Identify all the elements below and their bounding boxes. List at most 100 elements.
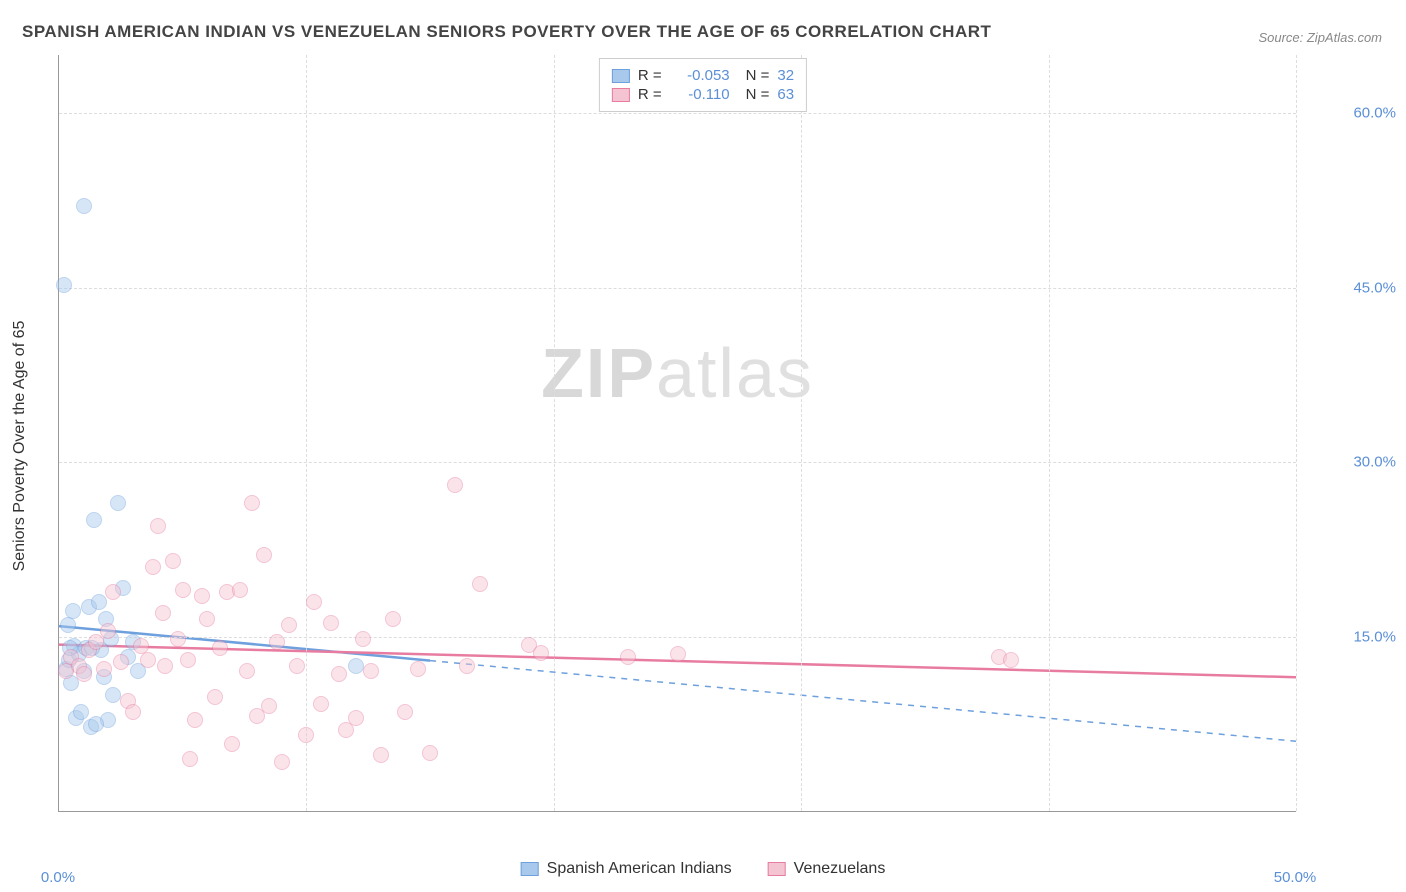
legend-item: Spanish American Indians [521, 860, 732, 878]
legend-r-value: -0.110 [670, 86, 730, 103]
data-point [88, 634, 104, 650]
data-point [86, 512, 102, 528]
data-point [105, 687, 121, 703]
legend-label: Spanish American Indians [547, 860, 732, 878]
data-point [447, 477, 463, 493]
data-point [533, 645, 549, 661]
data-point [298, 727, 314, 743]
data-point [157, 658, 173, 674]
data-point [65, 603, 81, 619]
legend-r-label: R = [638, 86, 662, 103]
legend-row: R = -0.110 N = 63 [612, 86, 794, 103]
data-point [472, 576, 488, 592]
data-point [187, 712, 203, 728]
data-point [256, 547, 272, 563]
data-point [397, 704, 413, 720]
y-tick-label: 30.0% [1353, 454, 1396, 471]
legend-swatch [768, 862, 786, 876]
data-point [182, 751, 198, 767]
data-point [459, 658, 475, 674]
data-point [150, 518, 166, 534]
data-point [110, 495, 126, 511]
data-point [60, 617, 76, 633]
data-point [199, 611, 215, 627]
grid-line-h [59, 288, 1296, 289]
data-point [289, 658, 305, 674]
grid-line-v [1296, 55, 1297, 811]
data-point [620, 649, 636, 665]
grid-line-v [1049, 55, 1050, 811]
data-point [224, 736, 240, 752]
grid-line-v [801, 55, 802, 811]
data-point [1003, 652, 1019, 668]
data-point [145, 559, 161, 575]
data-point [140, 652, 156, 668]
data-point [410, 661, 426, 677]
grid-line-h [59, 113, 1296, 114]
data-point [348, 710, 364, 726]
legend-r-label: R = [638, 67, 662, 84]
data-point [125, 704, 141, 720]
data-point [422, 745, 438, 761]
data-point [385, 611, 401, 627]
grid-line-h [59, 637, 1296, 638]
legend-r-value: -0.053 [670, 67, 730, 84]
trend-lines [59, 55, 1296, 811]
data-point [207, 689, 223, 705]
data-point [239, 663, 255, 679]
data-point [165, 553, 181, 569]
data-point [306, 594, 322, 610]
plot-area: ZIPatlas [58, 55, 1296, 812]
legend-label: Venezuelans [794, 860, 886, 878]
grid-line-v [554, 55, 555, 811]
data-point [274, 754, 290, 770]
data-point [331, 666, 347, 682]
data-point [180, 652, 196, 668]
legend-n-value: 63 [777, 86, 794, 103]
data-point [244, 495, 260, 511]
series-legend: Spanish American Indians Venezuelans [521, 860, 886, 878]
data-point [100, 623, 116, 639]
data-point [175, 582, 191, 598]
legend-n-value: 32 [777, 67, 794, 84]
data-point [363, 663, 379, 679]
data-point [355, 631, 371, 647]
data-point [170, 631, 186, 647]
data-point [76, 666, 92, 682]
y-tick-label: 60.0% [1353, 105, 1396, 122]
data-point [348, 658, 364, 674]
data-point [96, 661, 112, 677]
data-point [232, 582, 248, 598]
legend-row: R = -0.053 N = 32 [612, 67, 794, 84]
data-point [91, 594, 107, 610]
x-tick-label: 0.0% [41, 869, 75, 886]
data-point [88, 716, 104, 732]
data-point [281, 617, 297, 633]
legend-swatch [612, 88, 630, 102]
y-tick-label: 45.0% [1353, 279, 1396, 296]
data-point [323, 615, 339, 631]
grid-line-v [306, 55, 307, 811]
data-point [194, 588, 210, 604]
legend-n-label: N = [746, 86, 770, 103]
data-point [269, 634, 285, 650]
data-point [76, 198, 92, 214]
y-axis-label: Seniors Poverty Over the Age of 65 [11, 321, 29, 572]
data-point [73, 704, 89, 720]
correlation-legend: R = -0.053 N = 32 R = -0.110 N = 63 [599, 58, 807, 112]
x-tick-label: 50.0% [1274, 869, 1317, 886]
legend-swatch [521, 862, 539, 876]
data-point [261, 698, 277, 714]
y-tick-label: 15.0% [1353, 628, 1396, 645]
data-point [113, 654, 129, 670]
grid-line-h [59, 462, 1296, 463]
chart-title: SPANISH AMERICAN INDIAN VS VENEZUELAN SE… [22, 22, 991, 42]
legend-swatch [612, 69, 630, 83]
data-point [212, 640, 228, 656]
data-point [56, 277, 72, 293]
data-point [105, 584, 121, 600]
legend-item: Venezuelans [768, 860, 886, 878]
source-attribution: Source: ZipAtlas.com [1258, 30, 1382, 45]
data-point [313, 696, 329, 712]
chart-container: ZIPatlas [50, 55, 1386, 842]
